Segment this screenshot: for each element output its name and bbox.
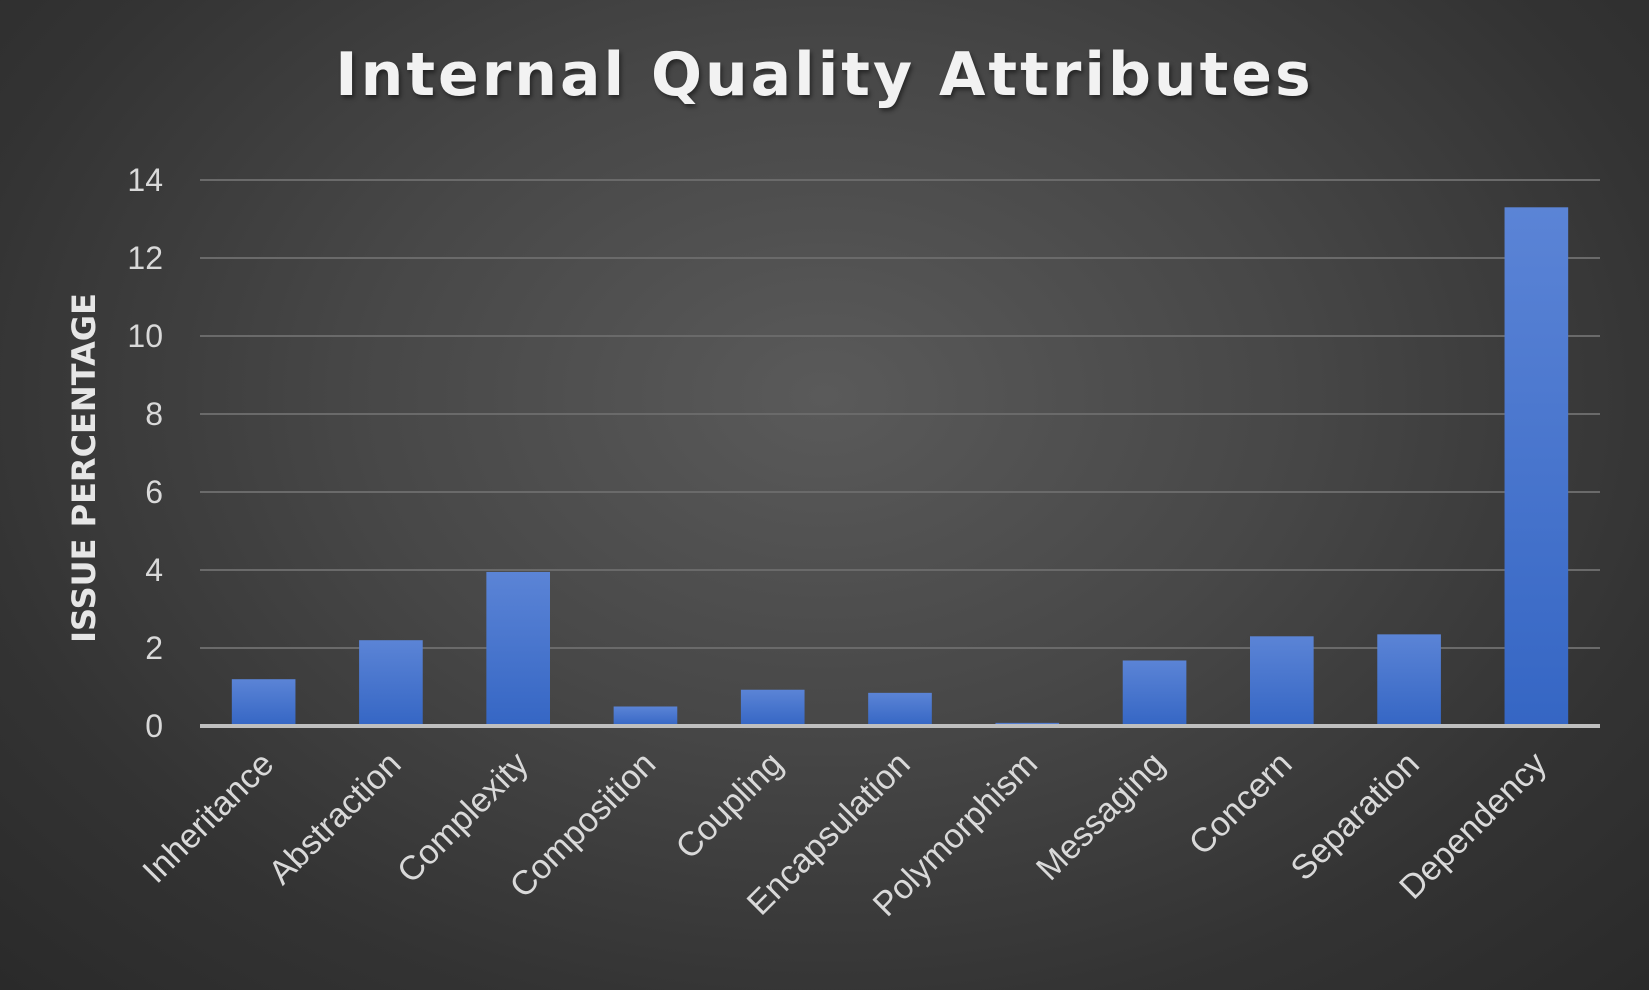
x-tick-label: Messaging (1029, 745, 1172, 888)
bar-abstraction (359, 640, 423, 726)
x-tick-label: Coupling (669, 745, 791, 867)
gridlines (200, 179, 1600, 649)
bar-messaging (1122, 660, 1187, 726)
y-tick-label: 8 (145, 396, 163, 432)
bar-inheritance (231, 679, 296, 726)
labels: 02468101214InheritanceAbstractionComplex… (65, 162, 1554, 924)
y-tick-label: 12 (127, 240, 163, 276)
y-tick-label: 14 (127, 162, 163, 198)
x-tick-label: Concern (1182, 745, 1300, 863)
y-tick-label: 0 (145, 708, 163, 744)
y-tick-label: 2 (145, 630, 163, 666)
x-tick-label: Abstraction (261, 745, 408, 892)
bar-complexity (486, 571, 550, 726)
bars (231, 207, 1569, 727)
bar-encapsulation (868, 692, 932, 726)
bar-dependency (1504, 207, 1569, 727)
x-tick-label: Inheritance (135, 745, 281, 891)
bar-separation (1377, 634, 1441, 726)
chart-title: Internal Quality Attributes (335, 40, 1314, 110)
bar-concern (1250, 636, 1314, 726)
y-tick-label: 4 (145, 552, 163, 588)
y-tick-label: 6 (145, 474, 163, 510)
y-tick-label: 10 (127, 318, 163, 354)
bar-composition (613, 706, 678, 726)
y-axis-title: ISSUE PERCENTAGE (65, 293, 103, 643)
bar-coupling (740, 689, 805, 726)
